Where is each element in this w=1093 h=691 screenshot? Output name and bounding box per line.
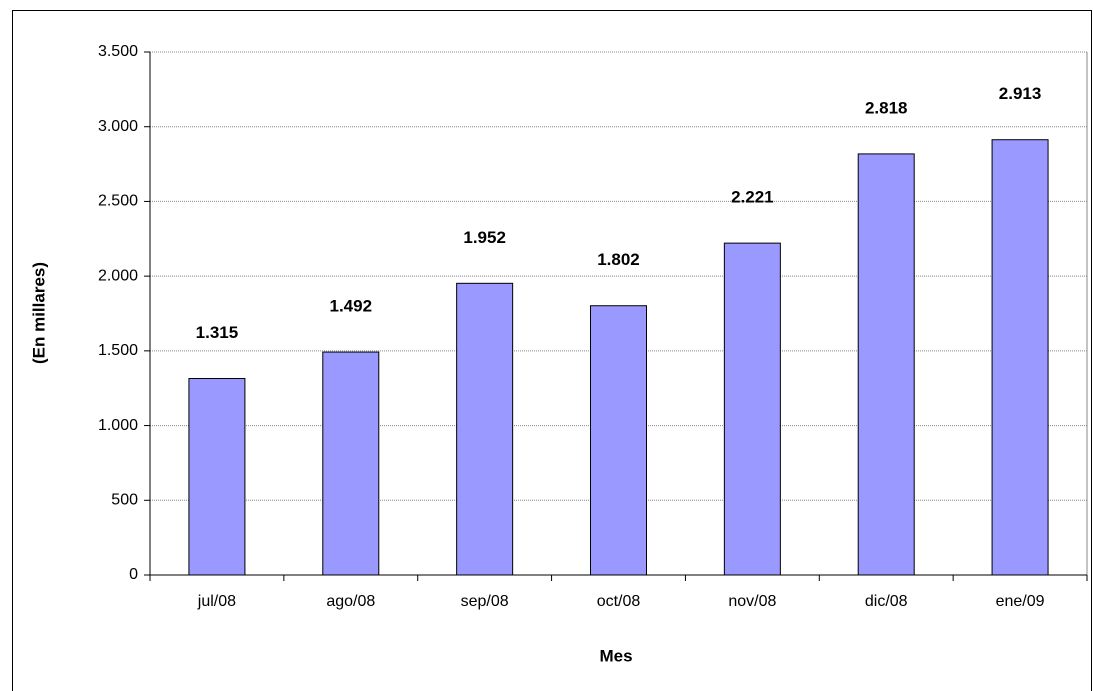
x-tick-label: jul/08 [197,593,236,610]
y-tick-label: 2.500 [98,193,138,210]
bar [991,139,1049,576]
data-label: 1.802 [597,250,640,269]
bar [188,378,246,576]
x-tick-label: oct/08 [597,593,641,610]
y-tick-label: 2.000 [98,267,138,284]
data-label: 2.818 [865,98,908,117]
y-tick-label: 0 [129,566,138,583]
data-label: 1.952 [463,228,506,247]
bar [857,153,915,576]
y-tick-label: 3.500 [98,43,138,60]
data-label: 1.315 [196,323,239,342]
bar [590,305,647,576]
data-label: 2.221 [731,188,774,207]
data-label: 1.492 [330,297,373,316]
data-label: 2.913 [999,84,1042,103]
x-tick-label: sep/08 [461,593,509,610]
x-tick-label: dic/08 [865,593,908,610]
chart-frame [12,10,1092,691]
y-axis-label: (En millares) [29,262,48,364]
y-tick-label: 1.500 [98,342,138,359]
x-axis-label: Mes [599,646,632,665]
y-tick-label: 1.000 [98,417,138,434]
bar [322,351,380,576]
x-tick-label: nov/08 [728,593,776,610]
bar [456,282,514,576]
x-tick-label: ene/09 [996,593,1045,610]
y-tick-label: 500 [111,492,138,509]
y-tick-label: 3.000 [98,118,138,135]
bar [723,242,781,576]
x-tick-label: ago/08 [326,593,375,610]
